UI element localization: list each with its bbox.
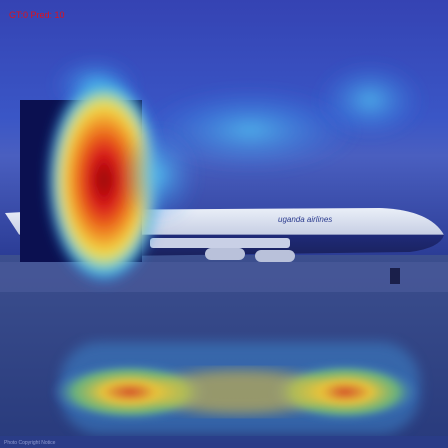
- main-hotspot: [46, 75, 162, 285]
- ground-hotspot-left: [50, 362, 210, 422]
- runway-strip: [0, 262, 448, 292]
- airline-livery-text: uganda airlines: [278, 215, 332, 224]
- ground-hotspot-right: [270, 362, 420, 422]
- photo-credit: Photo Copyright Notice: [4, 440, 56, 446]
- prediction-label: GT:0 Pred: 10: [9, 10, 65, 20]
